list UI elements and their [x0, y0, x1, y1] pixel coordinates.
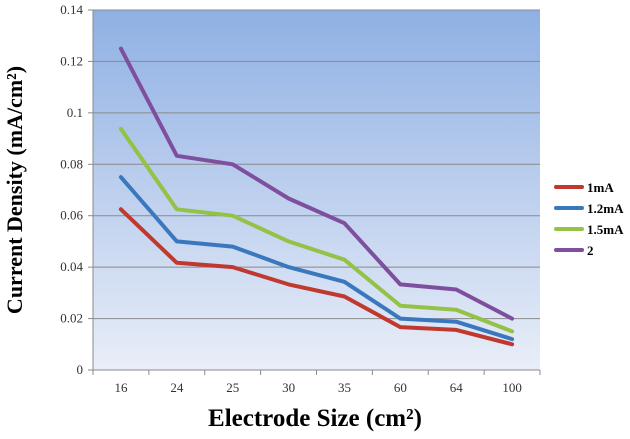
y-tick-label: 0.14	[60, 2, 83, 17]
y-tick-label: 0.1	[67, 105, 83, 120]
y-tick-label: 0	[77, 362, 84, 377]
series-lines	[118, 46, 515, 347]
y-tick-label: 0.08	[60, 156, 83, 171]
x-tick-label: 24	[170, 380, 184, 395]
axes	[92, 10, 541, 375]
x-tick-label: 30	[282, 380, 295, 395]
x-tick-label: 25	[226, 380, 239, 395]
x-tick-label: 35	[338, 380, 351, 395]
x-tick-label: 60	[394, 380, 407, 395]
x-axis-title: Electrode Size (cm²)	[208, 405, 422, 432]
legend: 1mA 1.2mA 1.5mA 2	[554, 180, 624, 258]
x-tick-label: 64	[450, 380, 464, 395]
series-line-2	[118, 46, 515, 321]
series-line-1ma	[118, 207, 515, 347]
legend-label: 1.5mA	[587, 222, 624, 237]
plot-area	[93, 10, 540, 370]
y-axis-title: Current Density (mA/cm²)	[2, 66, 27, 314]
y-tick-label: 0.06	[60, 208, 83, 223]
gridlines	[88, 9, 540, 371]
legend-label: 1mA	[587, 180, 614, 195]
x-tick-label: 16	[114, 380, 128, 395]
y-tick-labels: 0 0.02 0.04 0.06 0.08 0.1 0.12 0.14	[60, 2, 83, 377]
legend-label: 1.2mA	[587, 201, 624, 216]
x-tick-labels: 16 24 25 30 35 60 64 100	[114, 380, 521, 395]
series-line-1-5ma	[118, 126, 515, 334]
y-tick-label: 0.04	[60, 259, 83, 274]
y-tick-label: 0.12	[60, 53, 83, 68]
y-tick-label: 0.02	[60, 311, 83, 326]
legend-label: 2	[587, 243, 594, 258]
x-tick-label: 100	[502, 380, 522, 395]
series-line-1-2ma	[118, 175, 515, 342]
